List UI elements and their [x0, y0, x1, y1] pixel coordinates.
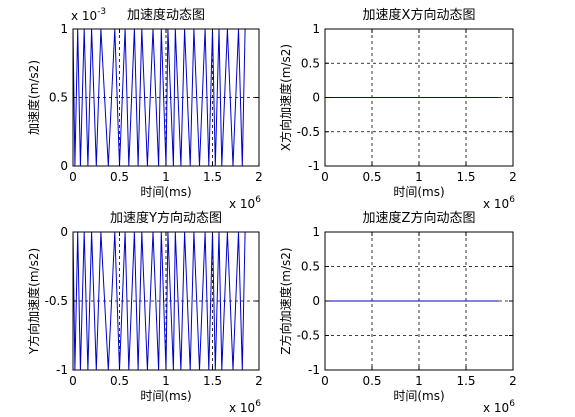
x-tick-label: 1: [162, 374, 170, 388]
x-tick-label: 1.5: [203, 170, 222, 184]
x-tick-label: 0: [69, 170, 77, 184]
y-tick-label: -0.5: [45, 294, 68, 308]
y-tick-label: 0.5: [301, 56, 320, 70]
x-tick-label: 1.5: [456, 170, 475, 184]
x-tick-label: 0: [69, 374, 77, 388]
chart-title: 加速度X方向动态图: [363, 7, 476, 23]
x-axis-label: 时间(ms): [393, 185, 444, 199]
y-tick-label: 0: [312, 294, 320, 308]
x-exponent-power: 6: [509, 195, 515, 205]
x-tick-label: 0: [321, 170, 329, 184]
x-exponent-power: 6: [255, 195, 261, 205]
x-tick-label: 0.5: [362, 170, 381, 184]
x-exponent-label: x 106: [229, 399, 261, 415]
x-tick-label: 2: [255, 374, 263, 388]
x-tick-label: 1: [415, 170, 423, 184]
y-axis-label: Z方向加速度(m/s2): [278, 247, 293, 354]
y-tick-label: 1: [312, 225, 320, 239]
y-tick-label: -1: [308, 159, 320, 173]
x-exponent-label: x 106: [483, 399, 515, 415]
y-tick-label: 1: [312, 22, 320, 36]
y-tick-label: -1: [56, 363, 68, 377]
x-tick-label: 0.5: [110, 374, 129, 388]
y-tick-label: -0.5: [297, 329, 320, 343]
y-tick-label: 0.5: [49, 91, 68, 105]
x-axis-label: 时间(ms): [140, 389, 191, 403]
x-exponent-label: x 106: [229, 195, 261, 211]
x-axis-label: 时间(ms): [393, 389, 444, 403]
y-tick-label: -1: [308, 363, 320, 377]
x-tick-label: 0.5: [110, 170, 129, 184]
x-exponent-label: x 106: [483, 195, 515, 211]
x-tick-label: 1.5: [456, 374, 475, 388]
y-tick-label: 0: [60, 225, 68, 239]
x-tick-label: 2: [509, 170, 517, 184]
x-exponent-power: 6: [255, 399, 261, 409]
chart-title: 加速度动态图: [127, 7, 205, 23]
x-tick-label: 1: [415, 374, 423, 388]
x-tick-label: 0.5: [362, 374, 381, 388]
y-axis-label: X方向加速度(m/s2): [278, 44, 293, 151]
y-axis-label: 加速度(m/s2): [26, 60, 41, 135]
y-tick-label: 0: [312, 91, 320, 105]
y-tick-label: 1: [60, 22, 68, 36]
x-tick-label: 1.5: [203, 374, 222, 388]
x-exponent-power: 6: [509, 399, 515, 409]
chart-title: 加速度Z方向动态图: [363, 210, 476, 226]
chart-title: 加速度Y方向动态图: [110, 210, 222, 226]
y-tick-label: 0: [60, 159, 68, 173]
x-tick-label: 2: [255, 170, 263, 184]
x-tick-label: 0: [321, 374, 329, 388]
x-tick-label: 2: [509, 374, 517, 388]
y-exponent-power: -3: [97, 7, 106, 17]
x-tick-label: 1: [162, 170, 170, 184]
y-tick-label: -0.5: [297, 125, 320, 139]
y-exponent-label: x 10-3: [71, 7, 106, 23]
y-tick-label: 0.5: [301, 260, 320, 274]
x-axis-label: 时间(ms): [140, 185, 191, 199]
y-axis-label: Y方向加速度(m/s2): [26, 248, 41, 355]
